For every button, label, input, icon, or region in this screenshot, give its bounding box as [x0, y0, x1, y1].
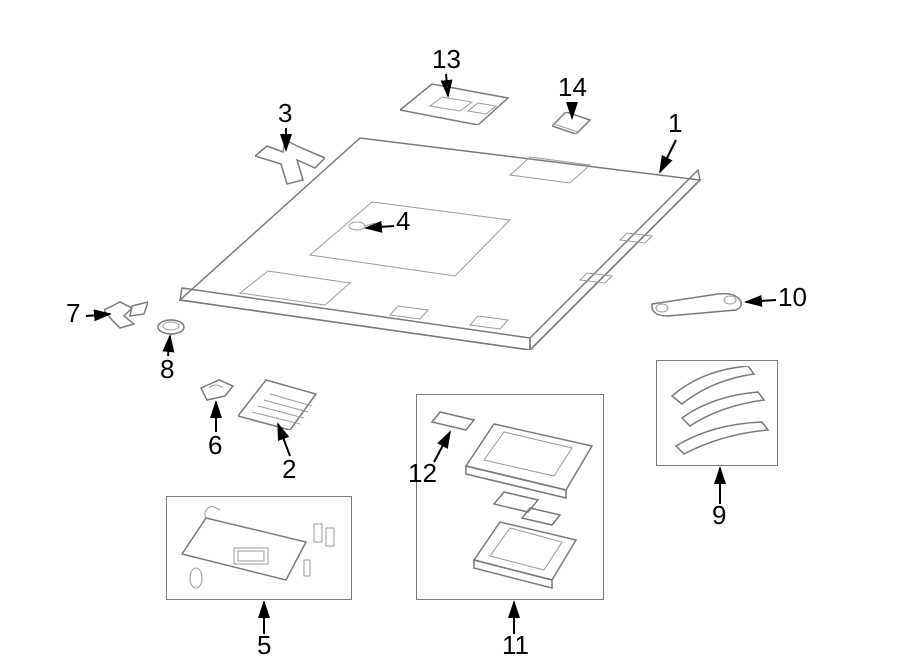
- callout-7: 7: [66, 298, 80, 329]
- callout-12: 12: [408, 458, 437, 489]
- callout-6: 6: [208, 430, 222, 461]
- callout-2: 2: [282, 454, 296, 485]
- callout-8: 8: [160, 354, 174, 385]
- diagram-stage: 1 2 3 4 5 6 7 8 9 10 11 12 13 14: [0, 0, 900, 661]
- callout-3: 3: [278, 98, 292, 129]
- callout-13: 13: [432, 44, 461, 75]
- callout-5: 5: [257, 630, 271, 661]
- callout-9: 9: [712, 500, 726, 531]
- callout-14: 14: [558, 72, 587, 103]
- callout-4: 4: [396, 206, 410, 237]
- callout-11: 11: [502, 630, 529, 661]
- callout-arrows: [0, 0, 900, 661]
- callout-10: 10: [778, 282, 807, 313]
- callout-1: 1: [668, 108, 682, 139]
